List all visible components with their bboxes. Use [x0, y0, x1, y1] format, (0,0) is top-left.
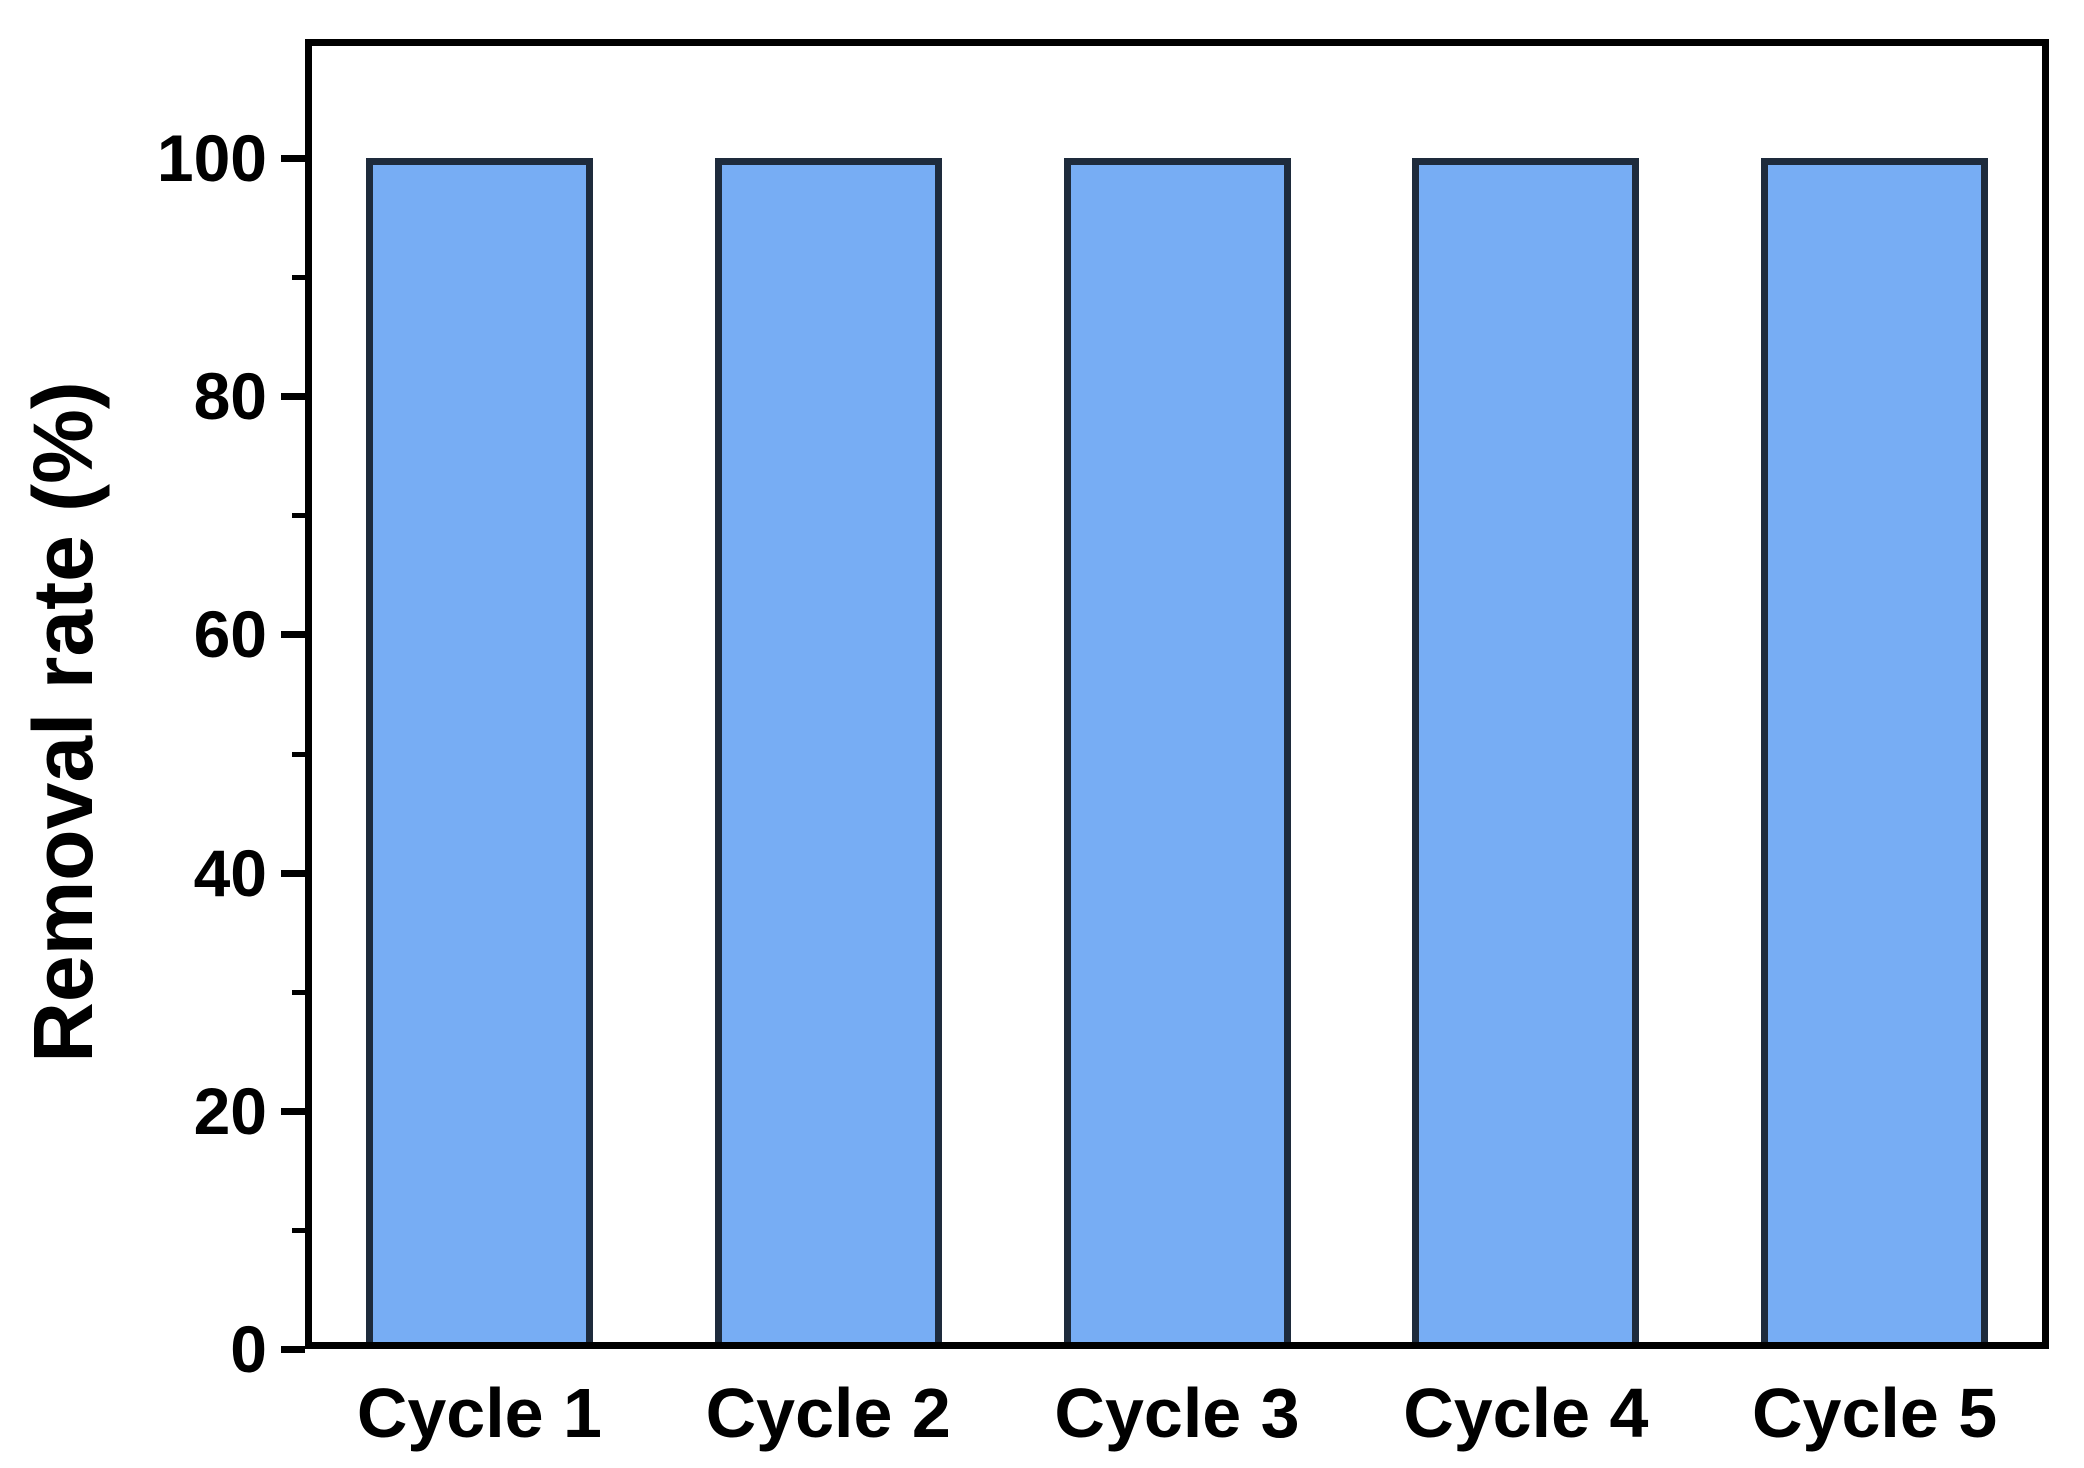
- x-tick-label: Cycle 3: [1054, 1374, 1300, 1452]
- y-minor-tick: [292, 989, 305, 995]
- y-minor-tick: [292, 275, 305, 281]
- y-tick-label: 40: [193, 835, 267, 910]
- y-major-tick: [281, 869, 305, 877]
- x-tick-label: Cycle 2: [705, 1374, 951, 1452]
- y-minor-tick: [292, 1227, 305, 1233]
- y-major-tick: [281, 155, 305, 163]
- bar-cycle-3: [1064, 158, 1291, 1342]
- y-major-tick: [281, 1346, 305, 1353]
- bar-cycle-4: [1412, 158, 1639, 1342]
- y-tick-label: 20: [193, 1073, 267, 1148]
- y-tick-label: 0: [230, 1312, 267, 1386]
- y-tick-label: 80: [193, 359, 267, 434]
- bar-cycle-5: [1761, 158, 1988, 1342]
- y-major-tick: [281, 393, 305, 401]
- x-tick-label: Cycle 4: [1403, 1374, 1649, 1452]
- bars-layer: [312, 46, 2042, 1342]
- y-axis: 0 20 40 60 80 100: [0, 39, 305, 1382]
- x-tick-label: Cycle 1: [356, 1374, 602, 1452]
- y-tick-label: 60: [193, 597, 267, 672]
- y-major-tick: [281, 1107, 305, 1115]
- x-tick-label: Cycle 5: [1752, 1374, 1998, 1452]
- bar-cycle-2: [715, 158, 942, 1342]
- y-major-tick: [281, 631, 305, 639]
- y-tick-label: 100: [156, 121, 267, 196]
- y-minor-tick: [292, 513, 305, 519]
- y-minor-tick: [292, 751, 305, 757]
- plot-area: [305, 39, 2049, 1349]
- x-axis-labels: Cycle 1 Cycle 2 Cycle 3 Cycle 4 Cycle 5: [305, 1368, 2049, 1463]
- bar-cycle-1: [366, 158, 593, 1342]
